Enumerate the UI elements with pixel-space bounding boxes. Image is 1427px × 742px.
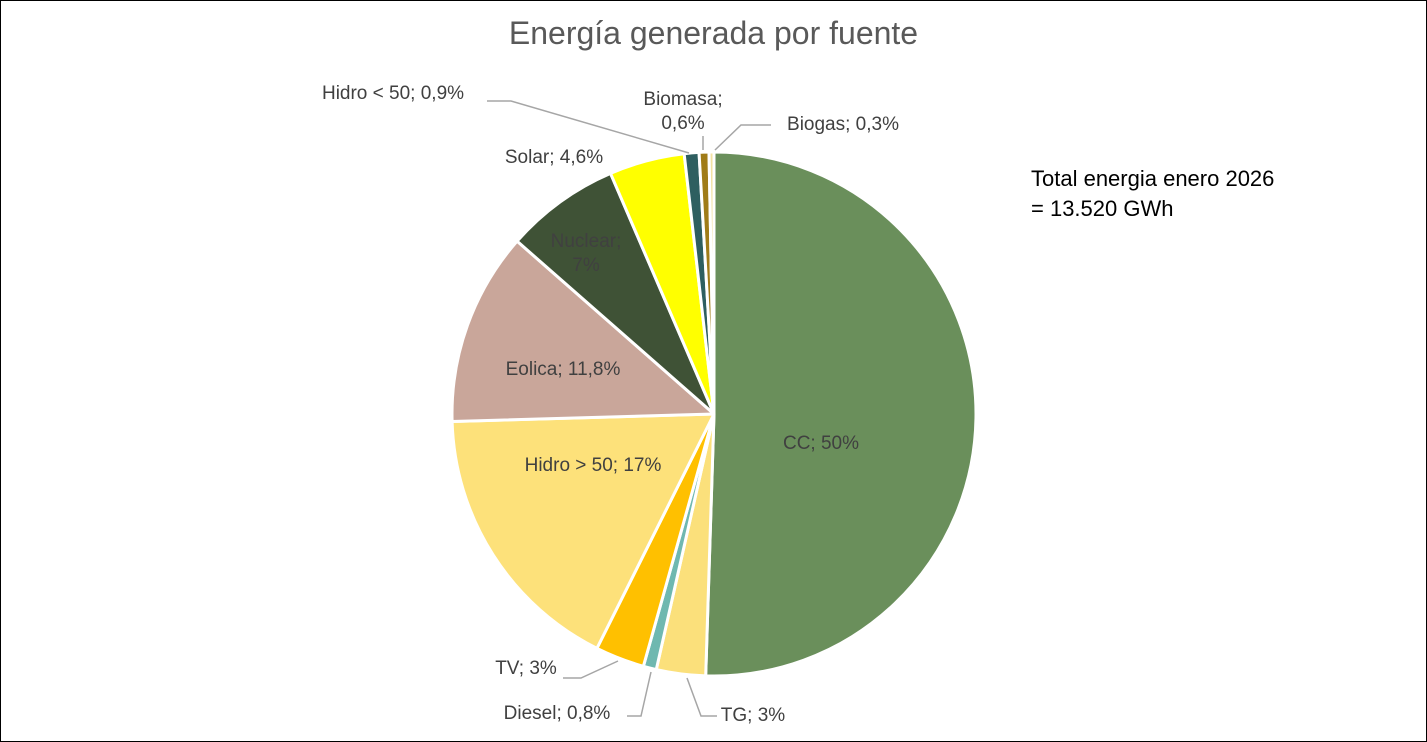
data-label: TV; 3% [495,658,557,679]
leader-line [714,124,771,151]
data-label: Biogas; 0,3% [787,114,899,135]
data-label: Biomasa; 0,6% [643,89,723,134]
data-label: CC; 50% [782,433,860,454]
pie-slice [704,150,978,678]
data-label: Hidro > 50; 17% [524,455,662,476]
pie-slice [450,412,716,650]
pie-slice [515,171,716,416]
leader-line [487,100,690,154]
data-label: Diesel; 0,8% [503,703,611,724]
chart-title: Energía generada por fuente [508,15,919,51]
leader-line [563,660,619,679]
leader-line [686,677,717,717]
leader-line [627,671,652,717]
data-label: Eolica; 11,8% [505,359,621,380]
annotation: Total energia enero 2026 = 13.520 GWh [1031,166,1275,221]
pie-slice [707,150,716,416]
data-label: Nuclear; 7% [550,231,622,276]
data-label: TG; 3% [720,705,786,726]
data-label: Hidro < 50; 0,9% [321,83,465,104]
pie-slice [450,239,716,423]
data-label: Solar; 4,6% [504,147,604,168]
